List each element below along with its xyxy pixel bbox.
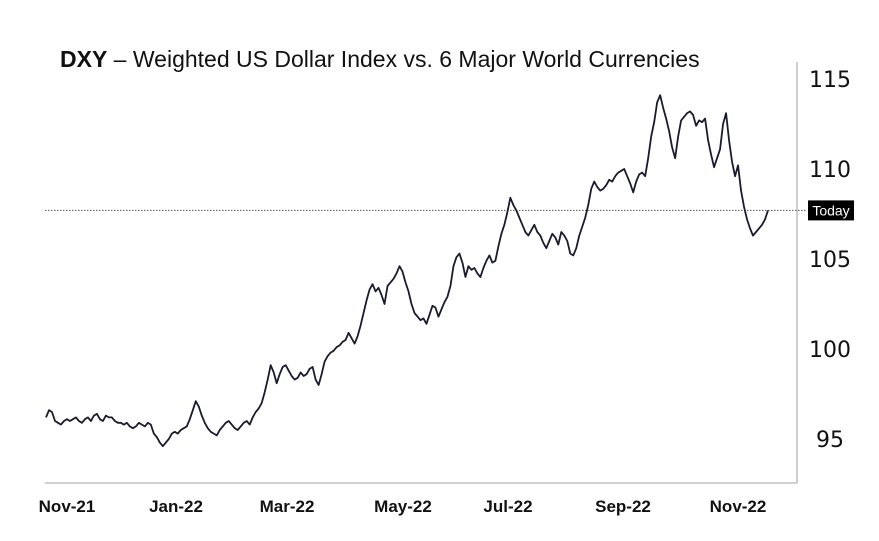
y-tick-label: 100 <box>809 338 851 363</box>
chart-title-description: – Weighted US Dollar Index vs. 6 Major W… <box>107 46 700 72</box>
y-axis-ticks: 95 100 105 110 115 <box>809 68 851 453</box>
x-tick-label: Nov-22 <box>710 497 767 516</box>
y-tick-label: 105 <box>809 248 851 273</box>
x-tick-label: Mar-22 <box>260 497 315 516</box>
y-tick-label: 95 <box>816 428 844 453</box>
y-tick-label: 110 <box>809 158 851 183</box>
x-tick-label: Jan-22 <box>149 497 203 516</box>
today-label: Today <box>812 202 849 218</box>
dxy-series-line <box>45 94 769 448</box>
x-tick-label: Jul-22 <box>483 497 532 516</box>
x-axis-ticks: Nov-21 Jan-22 Mar-22 May-22 Jul-22 Sep-22 Nov-… <box>39 497 767 516</box>
today-label-background <box>808 200 854 221</box>
x-tick-label: Sep-22 <box>595 497 651 516</box>
today-badge: Today <box>808 200 854 221</box>
x-tick-label: Nov-21 <box>39 497 96 516</box>
y-tick-label: 115 <box>809 68 851 93</box>
x-tick-label: May-22 <box>374 497 432 516</box>
chart-title-ticker: DXY <box>60 46 108 72</box>
chart-title: DXY – Weighted US Dollar Index vs. 6 Maj… <box>60 46 700 73</box>
